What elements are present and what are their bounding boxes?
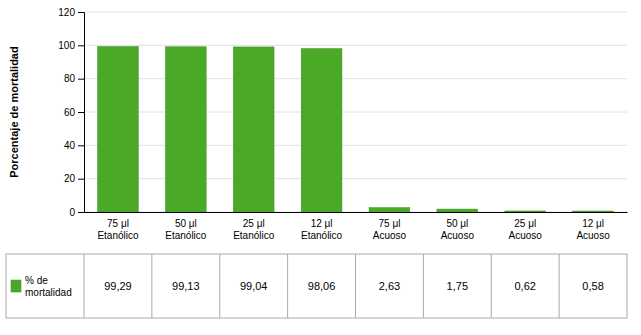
y-tick-mark [78, 212, 84, 213]
bar [369, 208, 410, 212]
y-tick: 40 [64, 140, 84, 151]
y-tick-label: 100 [58, 40, 75, 51]
x-tick-label: 75 μlAcuoso [373, 218, 407, 241]
y-axis-title: Porcentaje de mortalidad [8, 46, 20, 177]
x-tick-label-line: 12 μl [311, 218, 333, 229]
x-tick-label: 12 μlAcuoso [576, 218, 610, 241]
bar [437, 209, 478, 212]
bar [505, 211, 546, 212]
table-value: 99,04 [240, 280, 268, 292]
table-value: 1,75 [447, 280, 468, 292]
table-divider [491, 254, 492, 318]
x-tick: 50 μlAcuoso [441, 218, 475, 241]
x-tick-label: 12 μlEtanólico [301, 218, 343, 241]
table-divider [287, 254, 288, 318]
x-tick-label-line: 12 μl [582, 218, 604, 229]
table-value: 99,29 [104, 280, 132, 292]
grid-line [84, 45, 627, 46]
y-tick-label: 0 [69, 207, 75, 218]
y-tick-label: 80 [64, 73, 76, 84]
x-tick-label-line: Etanólico [165, 230, 207, 241]
x-tick-label: 50 μlAcuoso [441, 218, 475, 241]
y-tick-mark [78, 12, 84, 13]
x-axis-line [85, 212, 628, 213]
grid-line [84, 12, 627, 13]
plot-area: 02040608010012075 μlEtanólico50 μlEtanól… [58, 7, 627, 241]
table-value: 0,62 [514, 280, 535, 292]
y-axis: 0 20 40 60 80 100 120 [58, 7, 84, 218]
y-tick: 60 [64, 107, 84, 118]
table-divider [559, 254, 560, 318]
x-tick-label-line: Etanólico [233, 230, 275, 241]
x-tick-label-line: Etanólico [301, 230, 343, 241]
bar [301, 49, 342, 212]
legend-label-line: mortalidad [25, 287, 72, 298]
table-divider [219, 254, 220, 318]
y-tick-mark [78, 179, 84, 180]
y-tick: 0 [69, 207, 84, 218]
x-tick-label-line: Acuoso [441, 230, 475, 241]
bar [98, 47, 139, 212]
x-tick: 75 μlAcuoso [373, 218, 407, 241]
table-divider [84, 254, 85, 318]
y-tick-mark [78, 145, 84, 146]
table-border [6, 254, 627, 318]
x-tick-label: 75 μlEtanólico [97, 218, 139, 241]
y-tick-label: 40 [64, 140, 76, 151]
legend-label-line: % de [25, 275, 48, 286]
x-tick-label-line: 25 μl [514, 218, 536, 229]
chart: 02040608010012075 μlEtanólico50 μlEtanól… [0, 0, 641, 335]
grid [84, 12, 627, 212]
bar [233, 47, 274, 212]
legend: % demortalidad [11, 275, 72, 298]
table-divider [423, 254, 424, 318]
y-tick-label: 20 [64, 173, 76, 184]
bar [165, 47, 206, 212]
x-tick-label: 25 μlAcuoso [509, 218, 543, 241]
x-tick: 25 μlAcuoso [509, 218, 543, 241]
x-axis: 75 μlEtanólico50 μlEtanólico25 μlEtanóli… [85, 213, 628, 242]
data-table: % demortalidad 99,29 99,13 99,04 98,06 2,63 1,… [6, 254, 627, 318]
y-tick-mark [78, 79, 84, 80]
x-tick: 25 μlEtanólico [233, 218, 275, 241]
table-divider [355, 254, 356, 318]
x-tick-label-line: 75 μl [107, 218, 129, 229]
x-tick-label-line: Acuoso [576, 230, 610, 241]
y-tick-label: 60 [64, 107, 76, 118]
table-value: 2,63 [379, 280, 400, 292]
table-divider [151, 254, 152, 318]
x-tick-label-line: 50 μl [446, 218, 468, 229]
x-tick: 12 μlAcuoso [576, 218, 610, 241]
y-tick-label: 120 [58, 7, 75, 18]
y-tick: 20 [64, 173, 84, 184]
legend-label: % demortalidad [25, 275, 72, 298]
y-tick-mark [78, 45, 84, 46]
x-tick-label: 25 μlEtanólico [233, 218, 275, 241]
x-tick-label-line: 75 μl [378, 218, 400, 229]
table-value: 98,06 [308, 280, 336, 292]
table-value: 0,58 [582, 280, 603, 292]
bar [573, 211, 614, 212]
x-tick: 75 μlEtanólico [97, 218, 139, 241]
x-tick-label-line: 50 μl [175, 218, 197, 229]
x-tick-label: 50 μlEtanólico [165, 218, 207, 241]
x-tick: 12 μlEtanólico [301, 218, 343, 241]
legend-swatch [11, 280, 21, 292]
table-value: 99,13 [172, 280, 200, 292]
y-tick: 100 [58, 40, 84, 51]
y-axis-line [78, 13, 85, 213]
bars [98, 47, 614, 212]
y-tick: 80 [64, 73, 84, 84]
x-tick: 50 μlEtanólico [165, 218, 207, 241]
y-tick: 120 [58, 7, 84, 18]
y-tick-mark [78, 112, 84, 113]
x-tick-label-line: Acuoso [509, 230, 543, 241]
x-tick-label-line: Etanólico [97, 230, 139, 241]
x-tick-label-line: Acuoso [373, 230, 407, 241]
x-tick-label-line: 25 μl [243, 218, 265, 229]
